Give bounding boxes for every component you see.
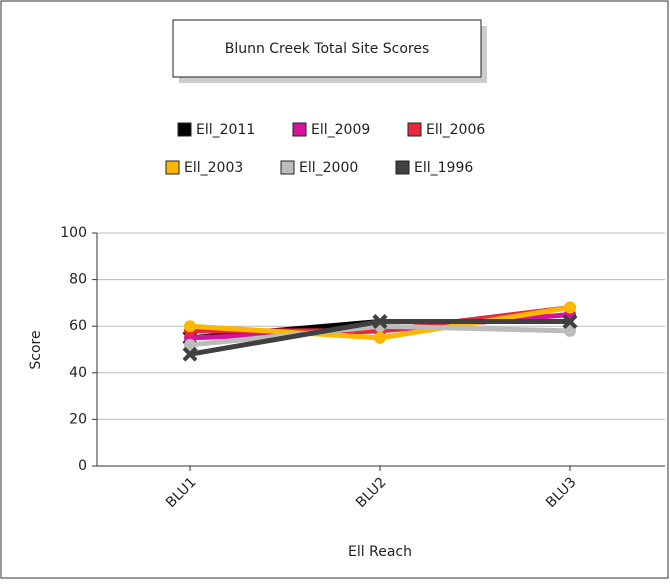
y-axis-label: Score — [28, 330, 44, 369]
marker — [182, 346, 198, 362]
legend-swatch — [292, 122, 307, 137]
y-tick-label: 40 — [69, 365, 87, 381]
marker — [184, 320, 196, 333]
legend-label: Ell_2000 — [299, 160, 358, 176]
y-tick-label: 60 — [69, 318, 87, 334]
y-tick-label: 80 — [69, 272, 87, 288]
marker — [564, 301, 576, 314]
y-tick-label: 100 — [60, 225, 87, 241]
legend-label: Ell_2009 — [311, 122, 370, 138]
legend-swatch — [280, 160, 295, 175]
x-axis-label: Ell Reach — [348, 544, 412, 560]
marker — [374, 331, 386, 344]
legend-label: Ell_2006 — [426, 122, 485, 138]
legend-swatch — [407, 122, 422, 137]
legend-swatch — [395, 160, 410, 175]
legend-label: Ell_2011 — [196, 122, 255, 138]
marker — [564, 324, 576, 337]
title-box — [172, 19, 482, 78]
legend-swatch — [177, 122, 192, 137]
marker — [562, 314, 578, 329]
chart-title: Blunn Creek Total Site Scores — [225, 41, 430, 57]
legend-swatch — [165, 160, 180, 175]
marker — [184, 338, 196, 351]
y-tick-label: 20 — [69, 411, 87, 427]
y-tick-label: 0 — [78, 458, 87, 474]
marker — [372, 314, 388, 329]
legend-label: Ell_1996 — [414, 160, 473, 176]
legend-label: Ell_2003 — [184, 160, 243, 176]
